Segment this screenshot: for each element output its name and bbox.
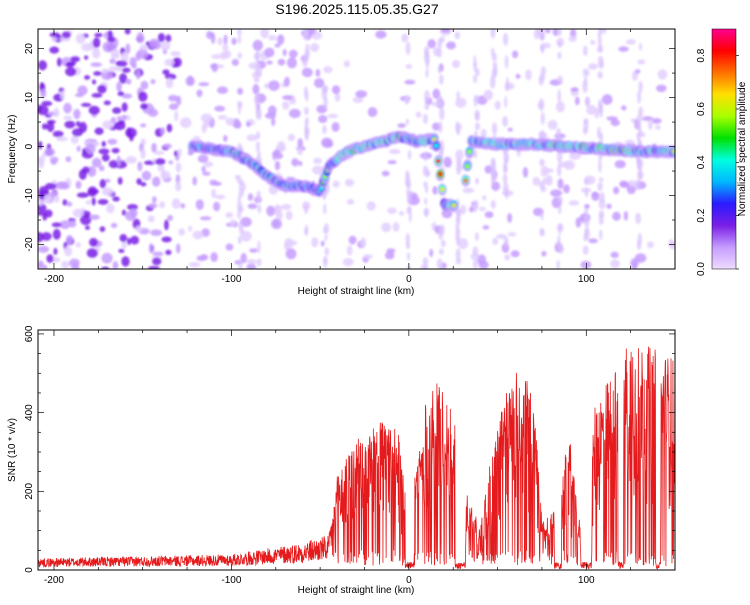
colorbar-tick-label: 0.2: [696, 208, 707, 222]
snr-y-tick-label: 200: [24, 483, 35, 500]
snr-x-tick-label: -200: [44, 575, 64, 586]
colorbar-label: Normalized spectral amplitude: [737, 81, 748, 216]
snr-y-tick-label: 400: [24, 404, 35, 421]
colorbar: 0.0 0.2 0.4 0.6 0.8 Normalized spectral ampl…: [696, 28, 748, 276]
snr-series-line: [38, 346, 675, 570]
spectrogram-y-tick-label: 0: [24, 143, 35, 149]
snr-frame: [37, 329, 676, 571]
snr-xlabel: Height of straight line (km): [298, 585, 415, 596]
colorbar-scale: [711, 28, 737, 270]
snr-y-tick-label: 600: [24, 325, 35, 342]
spectrogram-y-tick-label: -20: [24, 237, 35, 252]
snr-panel: -200 -100 0 100 0 200 400 600 Height of straigh…: [7, 325, 676, 596]
spectrogram-y-tick-label: 20: [24, 43, 35, 55]
colorbar-tick-label: 0.0: [696, 262, 707, 276]
snr-ylabel: SNR (10 * v/v): [7, 418, 18, 482]
figure-title: S196.2025.115.05.35.G27: [275, 1, 438, 17]
spectrogram-x-tick-label: -100: [221, 274, 241, 285]
colorbar-tick-label: 0.6: [696, 102, 707, 116]
snr-x-tick-label: -100: [221, 575, 241, 586]
colorbar-tick-label: 0.8: [696, 48, 707, 62]
spectrogram-y-tick-label: -10: [24, 188, 35, 203]
spectrogram-frame: [37, 28, 676, 270]
spectrogram-ylabel: Frequency (Hz): [7, 115, 18, 184]
spectrogram-xlabel: Height of straight line (km): [298, 286, 415, 297]
colorbar-tick-label: 0.4: [696, 155, 707, 169]
spectrogram-y-tick-label: 10: [24, 92, 35, 104]
snr-x-tick-label: 100: [578, 575, 595, 586]
spectrogram-x-tick-label: 0: [406, 274, 412, 285]
snr-x-tick-label: 0: [406, 575, 412, 586]
snr-y-tick-label: 0: [24, 567, 35, 573]
colorbar-ticks: 0.0 0.2 0.4 0.6 0.8: [696, 48, 739, 276]
spectrogram-blobs: [38, 29, 675, 269]
spectrogram-x-tick-label: -200: [44, 274, 64, 285]
spectrogram-x-tick-label: 100: [578, 274, 595, 285]
